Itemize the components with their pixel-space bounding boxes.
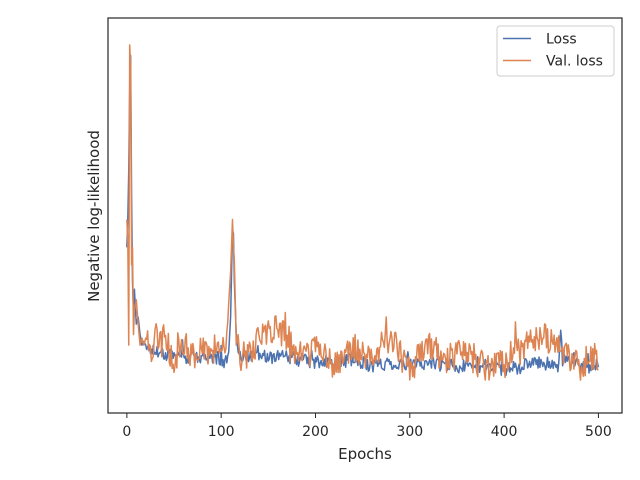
series-line-val-loss bbox=[126, 44, 599, 381]
series-line-loss bbox=[126, 54, 600, 377]
x-tick-label: 500 bbox=[585, 424, 612, 440]
y-axis-label: Negative log-likelihood bbox=[85, 130, 103, 302]
x-tick-label: 0 bbox=[122, 424, 131, 440]
x-tick-label: 400 bbox=[491, 424, 518, 440]
plot-area: 0 100 200 300 400 500 bbox=[107, 17, 623, 440]
x-tick-label: 300 bbox=[396, 424, 423, 440]
legend: Loss Val. loss bbox=[496, 25, 615, 77]
x-tick-label: 200 bbox=[302, 424, 329, 440]
x-axis-ticks: 0 100 200 300 400 500 bbox=[122, 413, 612, 440]
x-tick-label: 100 bbox=[208, 424, 235, 440]
series-layer bbox=[126, 44, 600, 381]
legend-label-val-loss: Val. loss bbox=[546, 54, 603, 70]
x-axis-label: Epochs bbox=[338, 445, 392, 463]
legend-label-loss: Loss bbox=[546, 32, 577, 48]
